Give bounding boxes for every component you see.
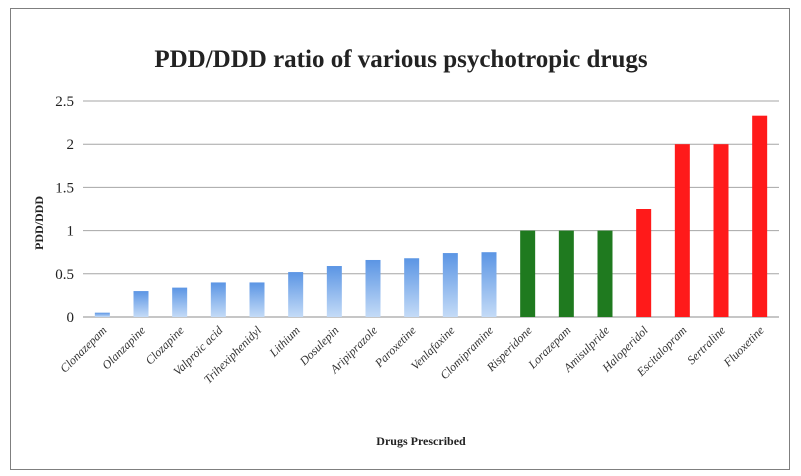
bar-amisulpride <box>597 230 613 317</box>
y-tick-label: 2 <box>67 137 75 153</box>
bar-clozapine <box>172 287 188 317</box>
y-tick-label: 1.5 <box>55 180 74 196</box>
chart-frame: PDD/DDD ratio of various psychotropic dr… <box>10 8 790 470</box>
bar-fluoxetine <box>752 115 768 317</box>
x-category-label: Fluoxetine <box>720 323 767 370</box>
bar-clonazepam <box>94 312 110 317</box>
gridlines <box>83 100 779 318</box>
y-tick-labels: 0 0.5 1 1.5 2 2.5 <box>55 94 74 326</box>
bar-paroxetine <box>404 258 420 317</box>
bars <box>94 115 768 317</box>
bar-haloperidol <box>636 209 652 317</box>
bar-escitalopram <box>674 144 690 317</box>
bar-olanzapine <box>133 291 149 317</box>
x-category-label: Clonazepam <box>57 323 110 376</box>
bar-dosulepin <box>326 266 342 317</box>
bar-lorazepam <box>558 230 574 317</box>
bar-venlafaxine <box>442 253 458 317</box>
x-axis-title: Drugs Prescribed <box>376 434 466 448</box>
chart-title: PDD/DDD ratio of various psychotropic dr… <box>154 46 648 73</box>
y-tick-label: 1 <box>67 224 75 240</box>
bar-clomipramine <box>481 252 497 317</box>
bar-sertraline <box>713 144 729 317</box>
y-tick-label: 0 <box>67 310 75 326</box>
bar-aripiprazole <box>365 259 381 317</box>
y-tick-label: 2.5 <box>55 94 74 110</box>
x-category-label: Lithium <box>266 323 303 360</box>
y-tick-label: 0.5 <box>55 267 74 283</box>
bar-valproic-acid <box>210 282 226 317</box>
bar-lithium <box>288 272 304 317</box>
bar-chart: PDD/DDD ratio of various psychotropic dr… <box>32 46 779 448</box>
y-axis-title: PDD/DDD <box>32 196 46 250</box>
bar-risperidone <box>520 230 536 317</box>
bar-trihexiphenidyl <box>249 282 265 317</box>
